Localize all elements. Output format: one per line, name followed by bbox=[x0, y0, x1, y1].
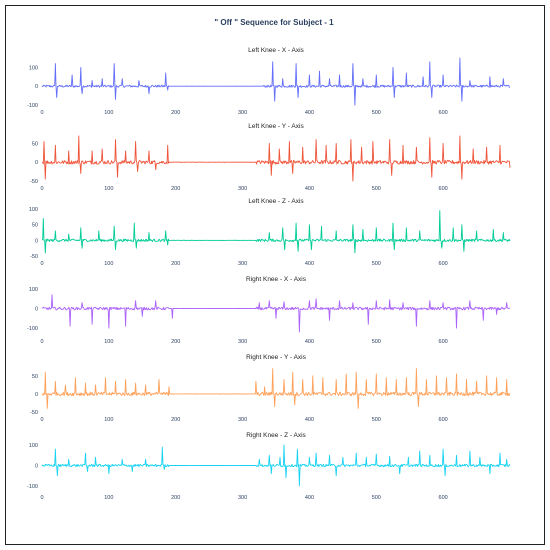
x-tick-label: 200 bbox=[171, 495, 180, 501]
x-tick-label: 500 bbox=[372, 110, 381, 116]
x-tick-label: 0 bbox=[40, 417, 43, 423]
x-tick-label: 600 bbox=[439, 186, 448, 192]
x-tick-label: 600 bbox=[439, 495, 448, 501]
x-tick-label: 100 bbox=[104, 261, 113, 267]
x-tick-label: 500 bbox=[372, 186, 381, 192]
y-tick-label: 50 bbox=[32, 223, 38, 229]
x-tick-label: 200 bbox=[171, 110, 180, 116]
y-tick-label: 0 bbox=[35, 463, 38, 469]
y-tick-label: 50 bbox=[32, 141, 38, 147]
figure-title: " Off " Sequence for Subject - 1 bbox=[214, 18, 334, 27]
x-tick-label: 100 bbox=[104, 495, 113, 501]
x-tick-label: 100 bbox=[104, 110, 113, 116]
x-tick-label: 600 bbox=[439, 417, 448, 423]
x-tick-label: 400 bbox=[305, 417, 314, 423]
x-tick-label: 0 bbox=[40, 186, 43, 192]
x-tick-label: 0 bbox=[40, 495, 43, 501]
series-line bbox=[41, 444, 511, 487]
y-tick-label: 100 bbox=[29, 443, 38, 449]
x-tick-label: 500 bbox=[372, 417, 381, 423]
x-tick-label: 0 bbox=[40, 110, 43, 116]
x-tick-label: 100 bbox=[104, 186, 113, 192]
subplot-title: Right Knee - Z - Axis bbox=[246, 432, 306, 439]
y-tick-label: 0 bbox=[35, 392, 38, 398]
y-tick-label: -50 bbox=[30, 410, 38, 416]
x-tick-label: 300 bbox=[238, 495, 247, 501]
x-tick-label: 500 bbox=[372, 261, 381, 267]
x-tick-label: 300 bbox=[238, 261, 247, 267]
y-tick-label: -100 bbox=[27, 326, 38, 332]
x-tick-label: 600 bbox=[439, 110, 448, 116]
subplot-title: Right Knee - X - Axis bbox=[246, 276, 307, 283]
y-tick-label: 50 bbox=[32, 374, 38, 380]
x-tick-label: 200 bbox=[171, 186, 180, 192]
series-line bbox=[41, 294, 511, 333]
subplot-4: Right Knee - X - Axis -100 0 100 0 100 200 300 4… bbox=[27, 276, 511, 345]
x-tick-label: 100 bbox=[104, 417, 113, 423]
series-line bbox=[41, 368, 511, 409]
y-tick-label: 0 bbox=[35, 160, 38, 166]
x-tick-label: 100 bbox=[104, 339, 113, 345]
x-tick-label: 500 bbox=[372, 339, 381, 345]
y-tick-label: 100 bbox=[29, 287, 38, 293]
y-tick-label: -50 bbox=[30, 179, 38, 185]
x-tick-label: 400 bbox=[305, 495, 314, 501]
x-tick-label: 300 bbox=[238, 110, 247, 116]
series-line bbox=[41, 57, 510, 106]
x-tick-label: 600 bbox=[439, 261, 448, 267]
x-tick-label: 400 bbox=[305, 261, 314, 267]
x-tick-label: 200 bbox=[171, 261, 180, 267]
subplot-title: Left Knee - X - Axis bbox=[248, 47, 304, 54]
y-tick-label: 0 bbox=[35, 238, 38, 244]
subplot-title: Left Knee - Z - Axis bbox=[248, 198, 304, 205]
x-tick-label: 500 bbox=[372, 495, 381, 501]
y-tick-label: -100 bbox=[27, 484, 38, 490]
x-tick-label: 0 bbox=[40, 261, 43, 267]
y-tick-label: 100 bbox=[29, 65, 38, 71]
x-tick-label: 300 bbox=[238, 417, 247, 423]
x-tick-label: 400 bbox=[305, 339, 314, 345]
series-line bbox=[41, 135, 511, 182]
x-tick-label: 400 bbox=[305, 186, 314, 192]
x-tick-label: 200 bbox=[171, 417, 180, 423]
x-tick-label: 200 bbox=[171, 339, 180, 345]
x-tick-label: 300 bbox=[238, 339, 247, 345]
y-tick-label: -50 bbox=[30, 254, 38, 260]
y-tick-label: -100 bbox=[27, 103, 38, 109]
x-tick-label: 400 bbox=[305, 110, 314, 116]
x-tick-label: 300 bbox=[238, 186, 247, 192]
x-tick-label: 0 bbox=[40, 339, 43, 345]
y-tick-label: 0 bbox=[35, 84, 38, 90]
series-line bbox=[41, 210, 511, 254]
subplot-title: Right Knee - Y - Axis bbox=[246, 354, 306, 361]
subplot-title: Left Knee - Y - Axis bbox=[248, 123, 304, 130]
y-tick-label: 0 bbox=[35, 307, 38, 313]
x-tick-label: 600 bbox=[439, 339, 448, 345]
y-tick-label: 100 bbox=[29, 207, 38, 213]
